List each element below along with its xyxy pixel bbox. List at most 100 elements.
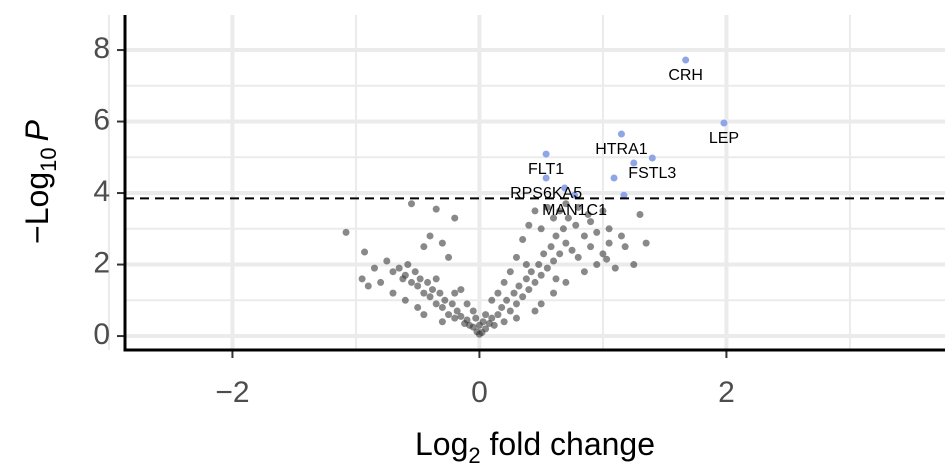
y-tick-label: 2 (93, 246, 110, 279)
point (531, 278, 539, 286)
point (562, 200, 570, 208)
point (506, 268, 514, 276)
point (550, 214, 558, 222)
point (535, 261, 543, 269)
point (438, 303, 446, 311)
point (630, 261, 638, 269)
point (617, 232, 625, 240)
point (404, 261, 412, 269)
point-label: CRH (668, 67, 703, 84)
point (377, 278, 385, 286)
point (395, 264, 403, 272)
point (432, 205, 440, 213)
point (401, 296, 409, 304)
point (642, 239, 650, 247)
point (571, 191, 579, 199)
point (506, 307, 514, 315)
point (457, 312, 465, 320)
point (479, 318, 487, 326)
point (461, 320, 469, 328)
point (426, 293, 434, 301)
point (414, 303, 422, 311)
point (512, 314, 520, 322)
point (494, 289, 502, 297)
point (445, 253, 453, 261)
point (512, 253, 520, 261)
point (720, 119, 728, 127)
point (550, 289, 558, 297)
y-tick-label: 0 (93, 318, 110, 351)
x-tick-label: −2 (215, 376, 249, 409)
point (426, 232, 434, 240)
point (682, 56, 690, 64)
point (441, 296, 449, 304)
point (420, 289, 428, 297)
point (527, 268, 535, 276)
x-tick-label: 0 (471, 376, 488, 409)
point (621, 243, 629, 251)
point (361, 248, 369, 256)
point-label: FSTL3 (628, 165, 676, 182)
point (543, 203, 551, 211)
point (543, 264, 551, 272)
point (510, 289, 518, 297)
point (408, 200, 416, 208)
point (605, 225, 613, 233)
point-label: MAN1C1 (542, 202, 607, 219)
point (500, 278, 508, 286)
point (482, 311, 490, 319)
point (512, 300, 520, 308)
point (364, 282, 372, 290)
point (599, 250, 607, 258)
point (342, 228, 350, 236)
point (451, 289, 459, 297)
point (572, 221, 580, 229)
point (561, 184, 569, 192)
point (556, 207, 564, 215)
point (448, 300, 456, 308)
point (574, 203, 582, 211)
point (550, 257, 558, 265)
point-label: FLT1 (528, 161, 564, 178)
point (562, 278, 570, 286)
point (580, 232, 588, 240)
point (519, 236, 527, 244)
point (522, 275, 530, 283)
point (457, 286, 465, 294)
point (438, 239, 446, 247)
point (525, 286, 533, 294)
x-tick-label: 2 (718, 376, 735, 409)
point (559, 225, 567, 233)
point (610, 174, 618, 182)
point (574, 253, 582, 261)
point (636, 210, 644, 218)
point (453, 307, 461, 315)
point (420, 243, 428, 251)
point (593, 228, 601, 236)
point (432, 275, 440, 283)
point (648, 154, 656, 162)
point (429, 286, 436, 294)
point (537, 300, 545, 308)
y-tick-label: 6 (93, 103, 110, 136)
point (420, 311, 428, 319)
point (472, 314, 480, 322)
point (451, 314, 459, 322)
point (603, 255, 611, 263)
point (408, 278, 416, 286)
point (568, 246, 576, 254)
point (611, 264, 619, 272)
point (515, 282, 523, 290)
point (488, 296, 496, 304)
point (525, 221, 533, 229)
point (424, 278, 432, 286)
point (411, 268, 419, 276)
point (584, 210, 592, 218)
point (389, 289, 397, 297)
point (383, 257, 391, 265)
point (503, 296, 511, 304)
point (438, 318, 446, 326)
point (490, 321, 498, 329)
point (399, 275, 407, 283)
